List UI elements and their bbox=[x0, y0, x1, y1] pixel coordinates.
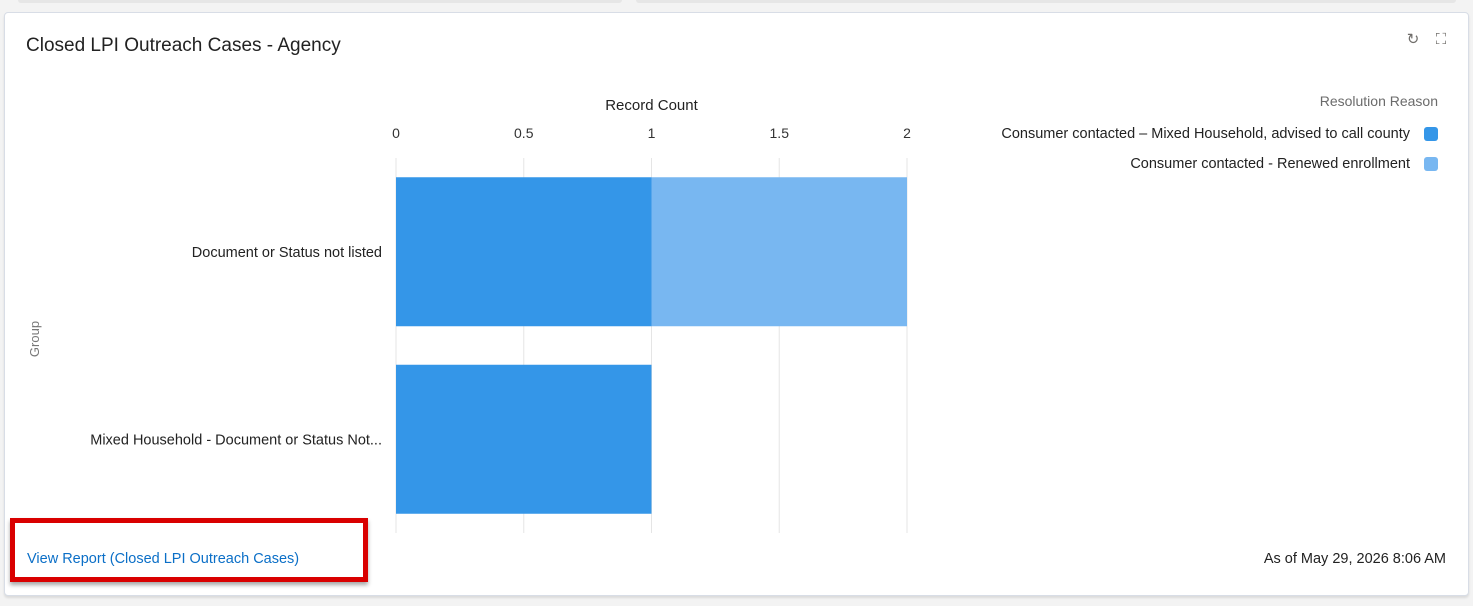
card-title: Closed LPI Outreach Cases - Agency bbox=[26, 35, 341, 56]
y-category-label: Document or Status not listed bbox=[192, 245, 382, 261]
chart-legend: Resolution Reason Consumer contacted – M… bbox=[1001, 93, 1438, 179]
card-header-actions: ↻ ⛶ bbox=[1404, 31, 1450, 49]
top-strip-segment bbox=[636, 0, 1456, 3]
x-axis-title: Record Count bbox=[605, 97, 698, 114]
bar-segment bbox=[651, 177, 907, 327]
legend-title: Resolution Reason bbox=[1319, 93, 1438, 109]
x-tick-label: 2 bbox=[903, 125, 911, 141]
legend-swatch bbox=[1424, 157, 1438, 171]
legend-swatch bbox=[1424, 127, 1438, 141]
x-tick-label: 0 bbox=[392, 125, 400, 141]
bar-chart: 0 0.5 1 1.5 2 Record Count Group Document or St… bbox=[27, 97, 911, 533]
expand-icon[interactable]: ⛶ bbox=[1435, 31, 1447, 48]
top-strip bbox=[0, 0, 1473, 10]
bar-segment bbox=[396, 177, 652, 327]
bar-segment bbox=[396, 364, 652, 514]
y-category-label: Mixed Household - Document or Status Not… bbox=[90, 432, 382, 448]
legend-item[interactable]: Consumer contacted - Renewed enrollment bbox=[1001, 149, 1438, 179]
refresh-icon[interactable]: ↻ bbox=[1406, 31, 1420, 48]
dashboard-card: Closed LPI Outreach Cases - Agency ↻ ⛶ 0… bbox=[4, 12, 1469, 596]
legend-item[interactable]: Consumer contacted – Mixed Household, ad… bbox=[1001, 119, 1438, 149]
y-axis-title: Group bbox=[27, 321, 42, 357]
top-strip-segment bbox=[18, 0, 622, 3]
x-tick-label: 1 bbox=[648, 125, 656, 141]
x-tick-label: 0.5 bbox=[514, 125, 534, 141]
as-of-timestamp: As of May 29, 2026 8:06 AM bbox=[1263, 551, 1446, 567]
legend-item-label: Consumer contacted – Mixed Household, ad… bbox=[1001, 126, 1410, 142]
x-tick-label: 1.5 bbox=[770, 125, 790, 141]
view-report-link[interactable]: View Report (Closed LPI Outreach Cases) bbox=[27, 551, 300, 567]
legend-item-label: Consumer contacted - Renewed enrollment bbox=[1130, 156, 1410, 172]
